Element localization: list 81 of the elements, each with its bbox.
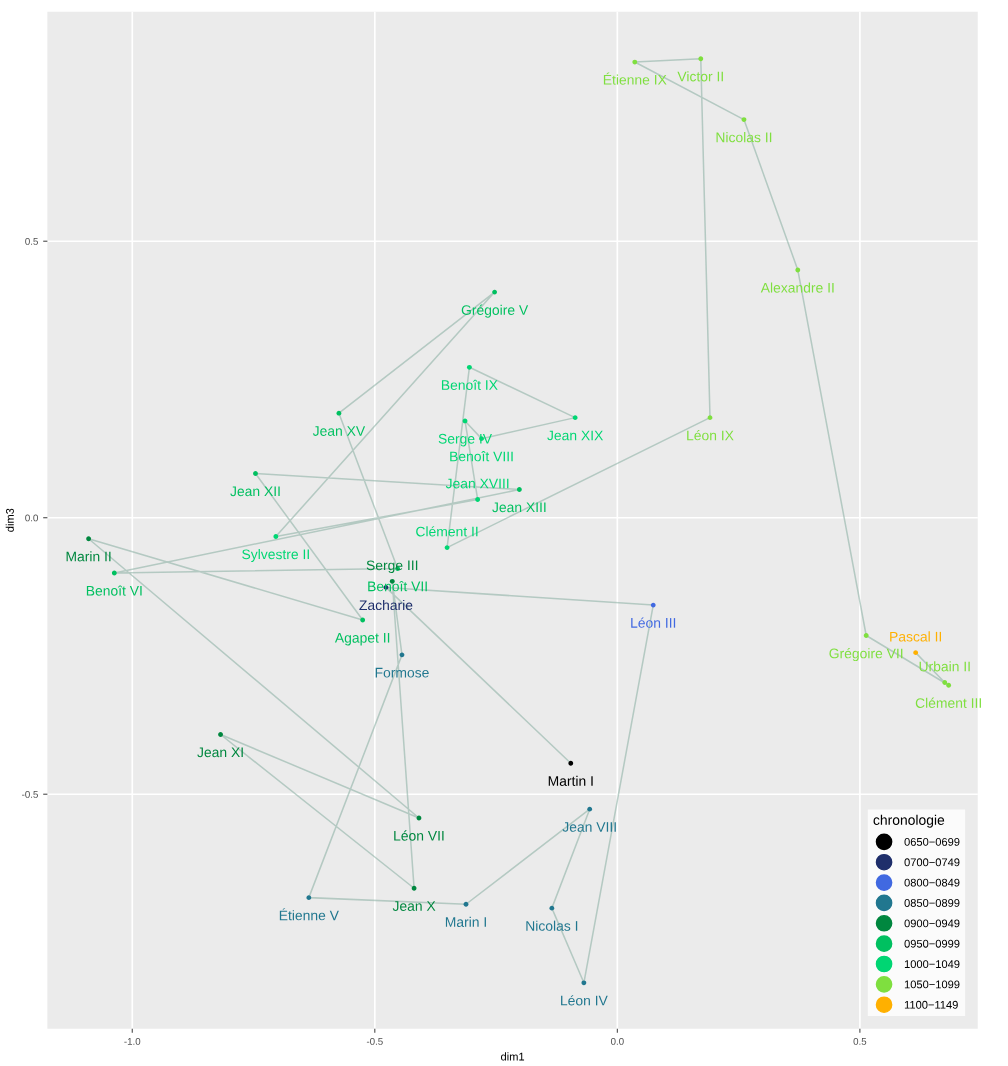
legend-label: 0700−0749 bbox=[904, 858, 960, 867]
point bbox=[273, 534, 279, 539]
data-label: Benoît IX bbox=[441, 379, 498, 391]
data-label: Clément III bbox=[915, 697, 981, 708]
point bbox=[475, 497, 481, 502]
data-label: Clément II bbox=[416, 526, 478, 537]
point bbox=[86, 536, 92, 542]
data-label: Léon IV bbox=[561, 995, 608, 1006]
data-label: Formose bbox=[375, 667, 429, 678]
point bbox=[946, 682, 952, 688]
legend-label: 1000−1049 bbox=[904, 960, 960, 968]
data-label: Urbain II bbox=[919, 661, 970, 672]
data-label: Marin II bbox=[66, 551, 111, 562]
point bbox=[568, 760, 574, 766]
point bbox=[942, 680, 948, 685]
data-label: Agapet II bbox=[334, 633, 390, 646]
data-label: Jean X bbox=[392, 901, 436, 911]
legend-label: 1050−1099 bbox=[904, 980, 960, 989]
legend-label: 0950−0999 bbox=[904, 939, 960, 948]
point bbox=[650, 602, 656, 608]
point bbox=[336, 410, 342, 416]
data-label: Grégoire VII bbox=[829, 648, 903, 662]
data-label: Benoît VII bbox=[368, 581, 427, 592]
x-axis-title: dim1 bbox=[500, 1052, 525, 1061]
point bbox=[863, 633, 869, 638]
legend-label: 0900−0949 bbox=[904, 919, 960, 928]
point bbox=[572, 415, 578, 421]
data-label: Étienne V bbox=[279, 908, 339, 921]
point bbox=[218, 732, 223, 737]
y-axis-title: dim3 bbox=[5, 508, 14, 532]
data-label: Marin I bbox=[445, 916, 486, 927]
point bbox=[463, 901, 469, 907]
data-label: Serge III bbox=[366, 560, 418, 573]
data-label: Benoît VI bbox=[86, 585, 142, 596]
point bbox=[466, 364, 472, 370]
x-tick-label: 0.5 bbox=[853, 1037, 867, 1045]
point bbox=[795, 267, 801, 273]
legend-label: 0800−0849 bbox=[904, 878, 960, 887]
point bbox=[913, 650, 919, 656]
x-tick-label: -1.0 bbox=[124, 1037, 141, 1045]
y-tick-label: -0.5 bbox=[22, 790, 38, 798]
data-label: Étienne IX bbox=[603, 72, 667, 85]
point bbox=[253, 471, 258, 476]
legend-label: 0650−0699 bbox=[904, 837, 960, 846]
data-label: Alexandre II bbox=[760, 282, 834, 293]
data-label: Nicolas II bbox=[716, 132, 772, 143]
data-label: Pascal II bbox=[890, 631, 942, 642]
data-label: Jean XV bbox=[312, 426, 366, 436]
point bbox=[587, 806, 593, 812]
data-label: Jean XII bbox=[230, 486, 280, 497]
data-label: Jean XIII bbox=[492, 502, 546, 513]
data-label: Zacharie bbox=[359, 599, 413, 611]
x-tick-label: -0.5 bbox=[366, 1037, 383, 1045]
legend-label: 0850−0899 bbox=[904, 899, 960, 907]
y-tick-label: 0.5 bbox=[25, 237, 38, 245]
data-label: Nicolas I bbox=[526, 920, 578, 931]
legend-label: 1100−1149 bbox=[904, 1000, 958, 1009]
data-label: Léon III bbox=[631, 617, 676, 628]
data-label: Léon VII bbox=[394, 830, 444, 841]
data-label: Jean XI bbox=[197, 747, 243, 758]
x-tick-label: 0.0 bbox=[610, 1037, 624, 1045]
point bbox=[632, 59, 638, 65]
data-label: Martin I bbox=[548, 775, 593, 786]
point bbox=[306, 895, 312, 901]
data-label: Léon IX bbox=[687, 429, 734, 441]
legend-title: chronologie bbox=[873, 814, 945, 828]
y-tick-label: 0.0 bbox=[25, 514, 38, 522]
point bbox=[698, 56, 704, 62]
data-label: Victor II bbox=[677, 71, 723, 82]
point bbox=[492, 289, 498, 295]
data-label: Jean XIX bbox=[547, 430, 604, 441]
data-label: Sylvestre II bbox=[242, 549, 309, 562]
point bbox=[411, 885, 417, 891]
point bbox=[581, 980, 587, 986]
data-label: Grégoire V bbox=[461, 304, 529, 318]
data-label: Benoît VIII bbox=[450, 451, 513, 462]
point bbox=[516, 487, 522, 492]
data-label: Jean VIII bbox=[562, 822, 616, 832]
data-label: Jean XVIII bbox=[445, 478, 509, 489]
point bbox=[360, 617, 366, 623]
point bbox=[111, 570, 117, 576]
